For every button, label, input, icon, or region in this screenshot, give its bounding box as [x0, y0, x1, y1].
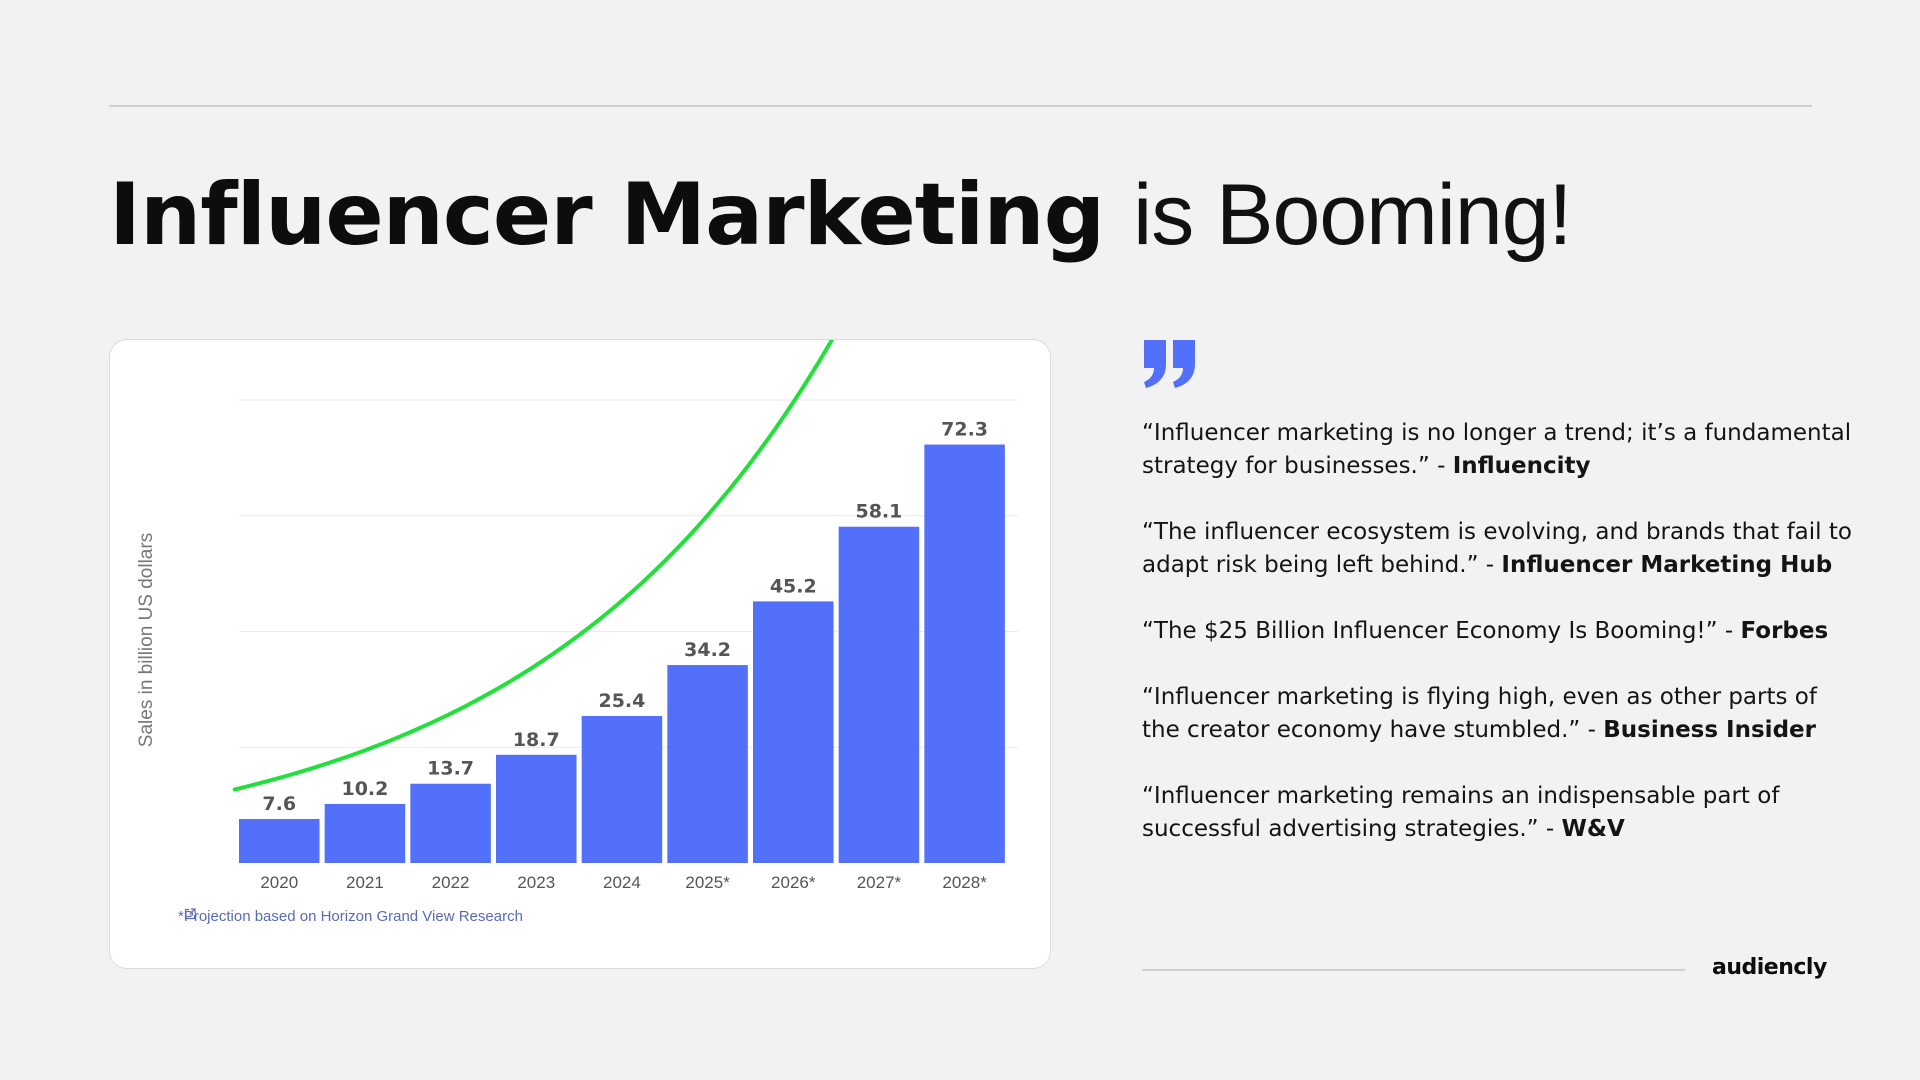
quote-source: Influencer Marketing Hub — [1501, 552, 1833, 578]
page-title-bold: Influencer Marketing — [109, 165, 1105, 265]
bar — [239, 819, 320, 863]
bar-value-label: 25.4 — [598, 690, 645, 712]
quote-item: “The $25 Billion Influencer Economy Is B… — [1142, 615, 1862, 648]
bar-chart: 7.6 2020 10.2 2021 13.7 2022 18.7 2023 25.4 2024 3… — [136, 340, 1018, 892]
x-tick-label: 2024 — [603, 873, 641, 892]
quote-mark-icon — [1144, 340, 1195, 388]
bar — [753, 601, 834, 863]
bottom-divider — [1142, 969, 1685, 971]
quote-source: Influencity — [1452, 453, 1591, 479]
trend-line — [232, 340, 835, 792]
top-divider — [109, 105, 1812, 107]
quote-item: “Influencer marketing is no longer a tre… — [1142, 417, 1862, 483]
x-tick-label: 2020 — [260, 873, 298, 892]
x-tick-label: 2022 — [432, 873, 470, 892]
x-tick-label: 2026* — [771, 873, 816, 892]
bar — [924, 444, 1005, 863]
quote-source: Forbes — [1740, 618, 1829, 644]
bar-value-label: 10.2 — [341, 778, 388, 800]
x-tick-label: 2023 — [517, 873, 555, 892]
bar — [324, 803, 406, 863]
quote-text: “Influencer marketing is flying high, ev… — [1142, 684, 1817, 743]
quote-item: “Influencer marketing remains an indispe… — [1142, 780, 1862, 846]
x-tick-label: 2027* — [857, 873, 902, 892]
bar — [410, 783, 491, 863]
quote-text: “Influencer marketing remains an indispe… — [1142, 783, 1780, 842]
chart-card: 7.6 2020 10.2 2021 13.7 2022 18.7 2023 25.4 2024 3… — [109, 339, 1051, 969]
y-axis-label: Sales in billion US dollars — [136, 533, 157, 747]
bar-value-label: 45.2 — [770, 575, 817, 597]
bar — [667, 665, 748, 863]
chart-footnote-text: *Projection based on Horizon Grand View … — [178, 908, 523, 925]
bar-value-label: 13.7 — [427, 758, 474, 780]
quote-item: “Influencer marketing is flying high, ev… — [1142, 681, 1862, 747]
x-tick-label: 2021 — [346, 873, 384, 892]
quote-text: “The influencer ecosystem is evolving, a… — [1142, 519, 1852, 578]
x-tick-label: 2025* — [685, 873, 730, 892]
bar — [838, 526, 920, 863]
quote-text: “The $25 Billion Influencer Economy Is B… — [1142, 618, 1741, 644]
brand-logo: audiencly — [1712, 955, 1827, 980]
quote-list: “Influencer marketing is no longer a tre… — [1142, 417, 1862, 879]
bar — [496, 754, 577, 863]
chart-footnote[interactable]: *Projection based on Horizon Grand View … — [178, 908, 523, 925]
bar — [581, 715, 663, 863]
x-tick-label: 2028* — [942, 873, 987, 892]
page-title: Influencer Marketing is Booming! — [109, 160, 1572, 270]
quote-item: “The influencer ecosystem is evolving, a… — [1142, 516, 1862, 582]
bar-value-label: 7.6 — [262, 793, 296, 815]
quote-text: “Influencer marketing is no longer a tre… — [1142, 420, 1852, 479]
bar-value-label: 18.7 — [513, 729, 560, 751]
bar-value-label: 34.2 — [684, 639, 731, 661]
bar-value-label: 58.1 — [855, 501, 902, 523]
bar-value-label: 72.3 — [941, 419, 988, 441]
external-link-icon[interactable] — [184, 908, 196, 920]
quote-source: W&V — [1561, 816, 1625, 842]
page-title-light: is Booming! — [1133, 167, 1572, 263]
quote-source: Business Insider — [1603, 717, 1816, 743]
